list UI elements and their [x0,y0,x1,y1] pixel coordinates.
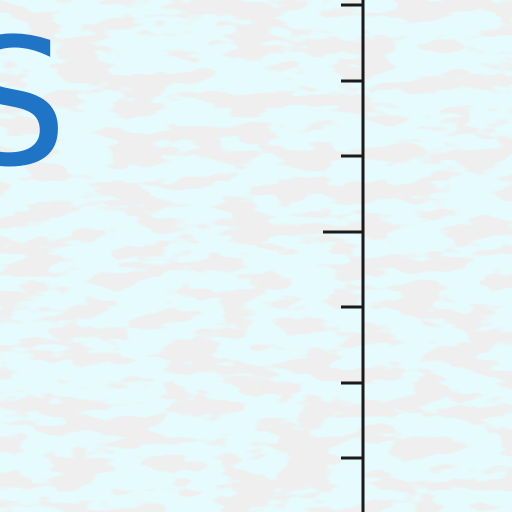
cut-off-letter: S [0,1,68,206]
ruler-ticks [323,3,363,460]
